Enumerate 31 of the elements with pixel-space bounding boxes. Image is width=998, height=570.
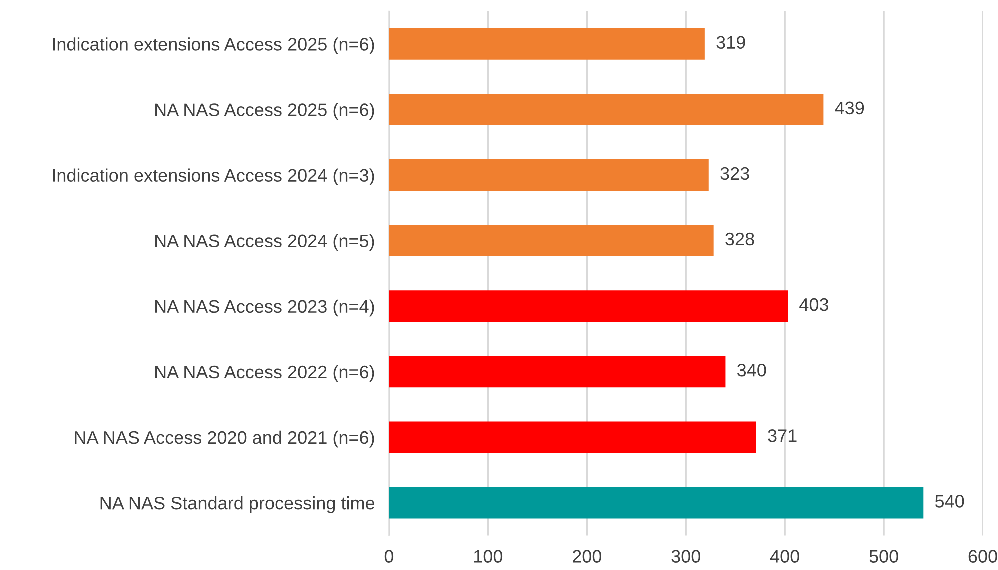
x-tick-label: 200 [573,550,602,563]
y-tick-label: NA NAS Access 2023 (n=4) [156,300,374,317]
x-tick-label: 400 [770,550,800,563]
bar [389,487,924,519]
y-tick-label: NA NAS Access 2020 and 2021 (n=6) [75,430,374,448]
x-tick-label: 0 [384,550,394,563]
bar [389,28,705,60]
x-tick-label: 100 [474,550,503,563]
y-tick-label: NA NAS Access 2022 (n=6) [156,365,374,382]
data-label: 328 [726,232,754,246]
data-label: 540 [935,495,964,508]
data-label: 340 [738,364,766,377]
data-label: 323 [720,167,750,180]
bar [389,356,726,388]
y-tick-label: Indication extensions Access 2025 (n=6) [53,38,374,54]
x-tick-label: 300 [672,550,700,563]
x-tick-label: 600 [968,550,998,563]
data-label: 371 [768,430,797,442]
x-tick-label: 500 [870,550,898,563]
y-tick-label: NA NAS Access 2024 (n=5) [156,234,374,252]
bar [389,160,709,192]
y-tick-label: Indication extensions Access 2024 (n=3) [53,168,374,186]
y-tick-label: NA NAS Standard processing time [100,496,375,514]
bar [389,94,824,126]
data-label: 319 [716,36,746,50]
bar [389,290,788,322]
bar [389,422,756,454]
bar [389,225,714,257]
data-label: 439 [835,102,864,115]
y-tick-label: NA NAS Access 2025 (n=6) [156,103,374,120]
data-label: 403 [800,298,829,312]
